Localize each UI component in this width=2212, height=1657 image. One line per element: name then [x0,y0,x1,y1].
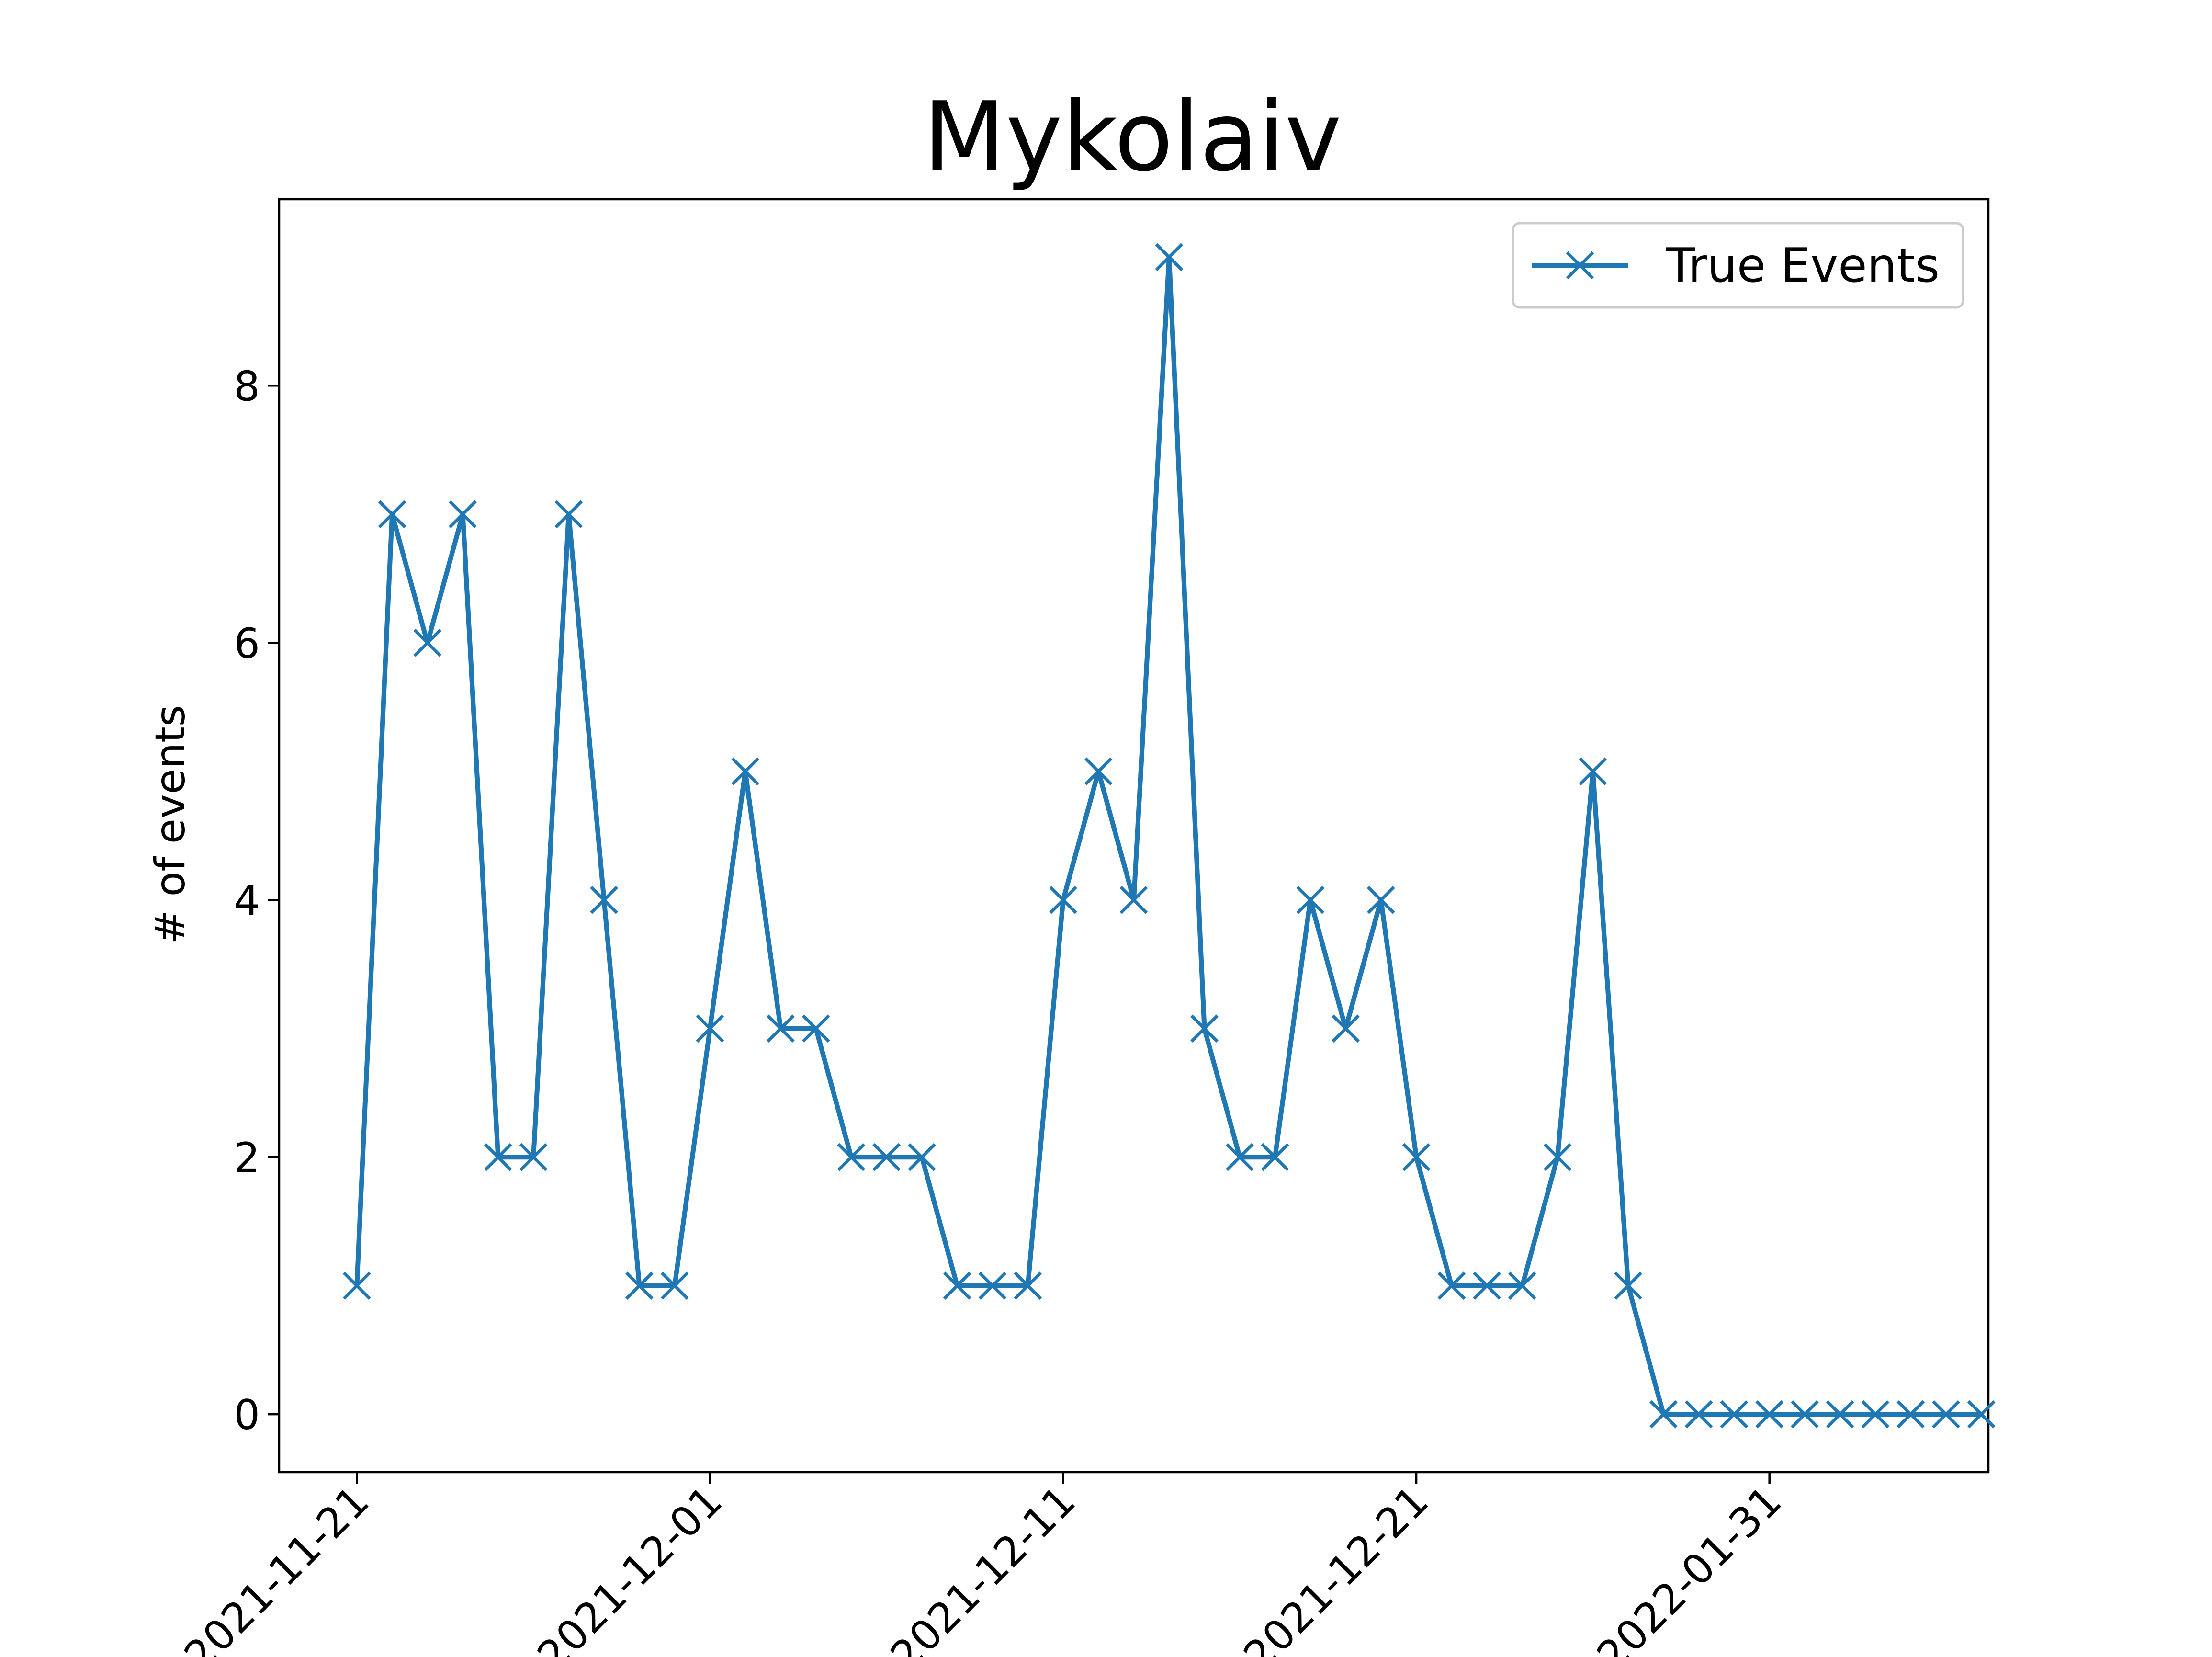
x-tick-label: 2021-12-21 [1235,1477,1438,1657]
data-point-marker [1720,1400,1749,1429]
data-point-marker [519,1143,548,1171]
y-tick-label: 4 [234,877,260,925]
data-point-marker [1649,1400,1678,1429]
data-point-marker [837,1143,866,1171]
data-point-marker [1437,1271,1466,1300]
data-point-marker [1508,1271,1536,1300]
data-point-marker [978,1271,1007,1300]
data-point-marker [625,1271,654,1300]
data-point-marker [1473,1271,1501,1300]
legend-label: True Events [1666,238,1940,293]
data-point-marker [1614,1271,1642,1300]
legend-box [1512,222,1964,309]
y-tick-label: 6 [234,620,260,668]
data-point-marker [801,1014,830,1043]
data-point-marker [1579,757,1607,786]
data-point-marker [1014,1271,1042,1300]
data-point-marker [1225,1143,1254,1171]
x-tick-label: 2021-12-01 [529,1477,732,1657]
data-point-marker [1896,1400,1925,1429]
x-tick-label: 2021-11-21 [175,1477,378,1657]
data-point-marker [1296,885,1325,914]
data-point-marker [1084,757,1113,786]
data-point-marker [1932,1400,1960,1429]
data-point-marker [908,1143,936,1171]
y-tick-label: 8 [234,363,260,410]
data-point-marker [1791,1400,1819,1429]
data-point-marker [767,1014,795,1043]
data-point-marker [449,500,477,529]
data-point-marker [590,885,618,914]
data-point-marker [1826,1400,1854,1429]
data-point-marker [943,1271,971,1300]
data-point-marker [413,628,442,657]
data-point-marker [1332,1014,1360,1043]
y-tick-label: 2 [234,1134,260,1182]
data-point-marker [1861,1400,1890,1429]
data-point-marker [1155,243,1184,272]
plot-area: 0 2 4 6 8 2021-11-21 2021-12-01 2021-12-11 2021-… [175,198,1996,1657]
data-point-marker [1755,1400,1783,1429]
data-point-marker [1367,885,1395,914]
y-tick-label: 0 [234,1391,260,1439]
data-point-marker [1261,1143,1289,1171]
plot-frame [278,198,1990,1474]
data-point-marker [660,1271,689,1300]
legend-marker [1566,251,1594,280]
data-point-marker [342,1271,371,1300]
chart-title: Mykolaiv [923,81,1342,193]
data-point-marker [1967,1400,1996,1429]
data-point-marker [1684,1400,1713,1429]
data-point-marker [696,1014,724,1043]
series-line [354,254,1982,1417]
data-point-marker [378,500,406,529]
data-point-marker [1049,885,1077,914]
data-point-marker [1543,1143,1572,1171]
data-point-marker [872,1143,901,1171]
data-point-marker [731,757,759,786]
data-point-marker [554,500,583,529]
x-tick-label: 2021-12-11 [881,1477,1084,1657]
x-tick-label: 2022-01-31 [1588,1477,1791,1657]
data-point-marker [484,1143,512,1171]
y-axis-label: # of events [147,705,194,944]
data-point-marker [1190,1014,1219,1043]
data-point-marker [1402,1143,1431,1171]
data-point-marker [1119,885,1148,914]
